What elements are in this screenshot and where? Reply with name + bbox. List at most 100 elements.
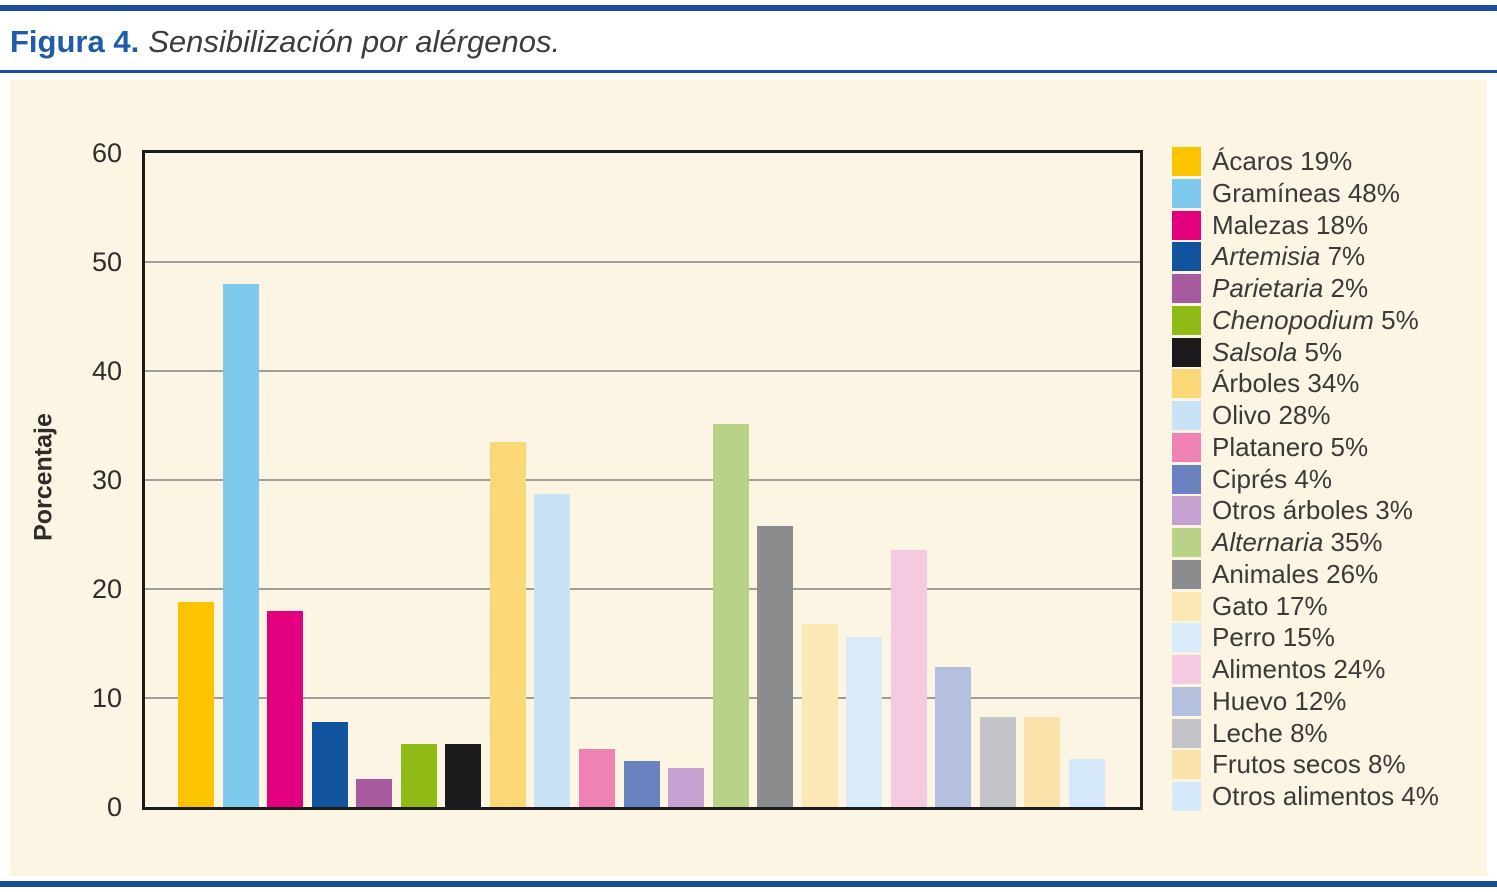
legend-swatch (1172, 432, 1201, 462)
figure-title: Figura 4. Sensibilización por alérgenos. (10, 24, 560, 60)
legend-row: Árboles 34% (1172, 368, 1360, 399)
legend-swatch (1172, 782, 1201, 811)
legend-label: Árboles 34% (1212, 368, 1360, 399)
bar-ciprés (623, 761, 660, 807)
legend-swatch (1172, 178, 1201, 208)
legend-label: Gramíneas 48% (1212, 177, 1400, 208)
bar-salsola (445, 743, 482, 807)
legend-row: Alternaria 35% (1172, 528, 1383, 557)
bar-chenopodium (400, 743, 437, 807)
bar-alternaria (712, 424, 749, 807)
bar-gramíneas (222, 283, 259, 807)
legend-label: Otros alimentos 4% (1212, 781, 1439, 811)
figure-number: Figura 4. (10, 24, 140, 59)
legend-label: Frutos secos 8% (1212, 749, 1406, 780)
bar-ácaros (178, 602, 214, 807)
legend-label: Platanero 5% (1212, 431, 1369, 462)
legend-swatch (1172, 305, 1201, 335)
legend-row: Salsola 5% (1172, 336, 1343, 367)
bar-alimentos (890, 549, 927, 807)
legend-row: Otros alimentos 4% (1172, 782, 1439, 811)
legend-swatch (1172, 528, 1201, 557)
legend-row: Ciprés 4% (1172, 463, 1332, 494)
bar-platanero (578, 749, 615, 807)
title-rule (0, 70, 1497, 73)
gridline-20 (145, 588, 1140, 590)
y-tick-40: 40 (91, 356, 122, 386)
legend-row: Parietaria 2% (1172, 274, 1368, 303)
legend-label: Gato 17% (1212, 590, 1328, 621)
legend-swatch (1172, 655, 1201, 684)
legend-label: Otros árboles 3% (1212, 495, 1413, 526)
legend-row: Gramíneas 48% (1172, 177, 1400, 208)
legend-swatch (1172, 750, 1201, 780)
legend-label: Perro 15% (1212, 622, 1335, 653)
legend-swatch (1172, 559, 1201, 589)
figure-caption: Sensibilización por alérgenos. (148, 24, 561, 59)
legend-label: Leche 8% (1212, 717, 1328, 748)
gridline-30 (145, 479, 1140, 481)
bar-parietaria (356, 778, 393, 807)
legend-swatch (1172, 401, 1201, 430)
legend-swatch (1172, 686, 1201, 716)
bar-animales (757, 525, 794, 807)
legend-swatch (1172, 337, 1201, 367)
y-tick-0: 0 (106, 792, 122, 822)
bottom-rule (0, 881, 1497, 887)
bar-frutos-secos (1024, 716, 1061, 807)
legend-label: Artemisia 7% (1212, 241, 1366, 272)
bar-gato (801, 623, 838, 807)
bar-otros-árboles (668, 767, 705, 807)
gridline-50 (145, 261, 1140, 263)
legend-row: Artemisia 7% (1172, 241, 1366, 272)
bar-artemisia (311, 721, 348, 807)
bar-huevo (935, 667, 972, 807)
legend-swatch (1172, 369, 1201, 399)
legend-swatch (1172, 147, 1201, 176)
legend-label: Malezas 18% (1212, 209, 1369, 240)
legend-row: Leche 8% (1172, 717, 1328, 748)
y-tick-30: 30 (91, 465, 122, 495)
y-tick-10: 10 (91, 683, 122, 713)
legend-row: Ácaros 19% (1172, 147, 1352, 176)
legend-row: Gato 17% (1172, 590, 1328, 621)
legend-row: Animales 26% (1172, 558, 1379, 589)
legend-swatch (1172, 242, 1201, 272)
legend-label: Huevo 12% (1212, 685, 1347, 716)
bar-otros-alimentos (1069, 759, 1105, 807)
legend-row: Frutos secos 8% (1172, 749, 1406, 780)
legend-label: Ácaros 19% (1212, 146, 1353, 176)
bar-árboles (489, 441, 526, 807)
legend-label: Animales 26% (1212, 558, 1379, 589)
bar-leche (979, 716, 1016, 807)
legend-swatch (1172, 623, 1201, 653)
legend-row: Perro 15% (1172, 622, 1335, 653)
legend-row: Huevo 12% (1172, 685, 1347, 716)
legend-swatch (1172, 591, 1201, 621)
bar-malezas (267, 610, 304, 807)
legend-label: Alternaria 35% (1212, 527, 1383, 557)
legend-swatch (1172, 210, 1201, 240)
chart-panel: Porcentaje 0 10 20 30 40 50 60 Ácaros 19% Gramí… (10, 80, 1487, 876)
gridline-10 (145, 697, 1140, 699)
gridline-40 (145, 370, 1140, 372)
legend-label: Alimentos 24% (1212, 654, 1386, 684)
legend-label: Chenopodium 5% (1212, 304, 1419, 335)
legend-label: Salsola 5% (1212, 336, 1343, 367)
chart-legend: Ácaros 19% Gramíneas 48% Malezas 18% Artemi… (1172, 80, 1487, 876)
legend-row: Olivo 28% (1172, 401, 1331, 430)
legend-swatch (1172, 464, 1201, 494)
y-tick-20: 20 (91, 574, 122, 604)
legend-label: Olivo 28% (1212, 400, 1331, 430)
legend-row: Alimentos 24% (1172, 655, 1385, 684)
top-rule (0, 5, 1497, 11)
plot-area (142, 150, 1143, 810)
legend-swatch (1172, 718, 1201, 748)
legend-swatch (1172, 274, 1201, 303)
legend-label: Parietaria 2% (1212, 273, 1369, 303)
bar-perro (846, 636, 883, 807)
legend-label: Ciprés 4% (1212, 463, 1332, 494)
bar-olivo (534, 494, 571, 807)
legend-swatch (1172, 496, 1201, 526)
